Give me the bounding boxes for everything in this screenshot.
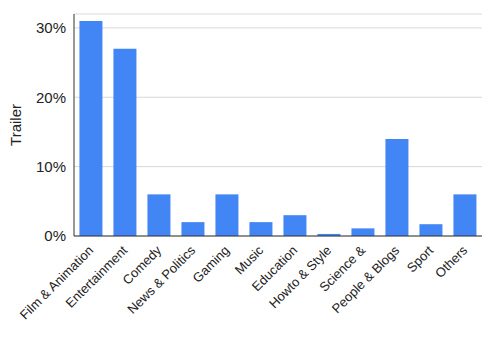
svg-text:Howto & Style: Howto & Style xyxy=(266,242,335,311)
svg-text:20%: 20% xyxy=(36,89,66,106)
svg-text:Film & Animation: Film & Animation xyxy=(16,242,97,323)
svg-text:News & Politics: News & Politics xyxy=(124,242,198,316)
svg-text:10%: 10% xyxy=(36,158,66,175)
svg-text:Sport: Sport xyxy=(403,242,437,276)
svg-text:Trailer: Trailer xyxy=(8,104,24,146)
svg-text:Education: Education xyxy=(248,242,301,295)
svg-text:30%: 30% xyxy=(36,19,66,36)
svg-text:Entertainment: Entertainment xyxy=(62,242,131,311)
svg-text:Gaming: Gaming xyxy=(190,243,233,286)
svg-text:Music: Music xyxy=(231,242,267,278)
svg-text:Comedy: Comedy xyxy=(119,242,165,288)
svg-text:0%: 0% xyxy=(44,227,66,244)
svg-text:Science &: Science & xyxy=(316,242,369,295)
svg-text:Others: Others xyxy=(432,242,471,281)
svg-text:People & Blogs: People & Blogs xyxy=(329,242,403,316)
